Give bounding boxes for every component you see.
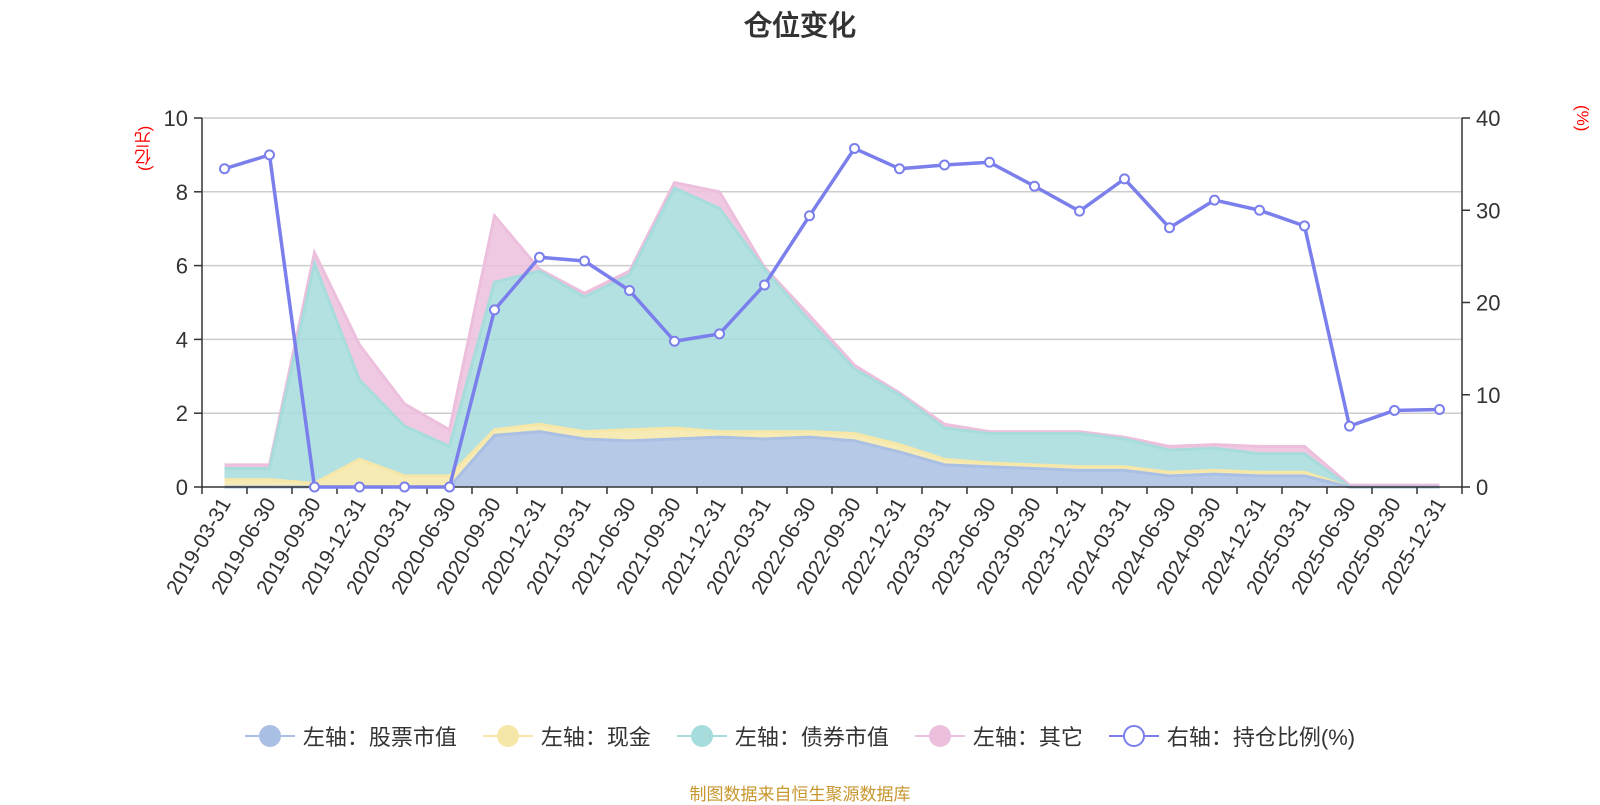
left-tick-label-4: 8	[176, 180, 188, 205]
ratio-point-24	[1299, 220, 1310, 232]
ratio-point-8	[579, 255, 590, 267]
right-axis-unit: (%)	[1573, 104, 1592, 132]
legend-item-bond[interactable]: 左轴：债券市值	[676, 720, 889, 752]
ratio-point-14	[849, 142, 860, 154]
ratio-point-19	[1074, 205, 1085, 217]
ratio-point-26	[1389, 404, 1400, 416]
ratio-point-0	[219, 163, 230, 175]
right-tick-label-0: 0	[1476, 475, 1488, 500]
ratio-point-15	[894, 163, 905, 175]
ratio-point-18	[1029, 180, 1040, 192]
area-edge-1	[224, 422, 1440, 489]
chart-title: 仓位变化	[743, 10, 856, 41]
ratio-point-1	[264, 149, 275, 161]
left-tick-label-5: 10	[164, 106, 188, 131]
right-tick-label-4: 40	[1476, 106, 1500, 131]
area-3	[224, 182, 1440, 487]
legend-swatch-other	[914, 724, 965, 748]
source-note: 制图数据来自恒生聚源数据库	[689, 785, 911, 804]
legend-label-ratio: 右轴：持仓比例(%)	[1166, 725, 1356, 750]
ratio-point-17	[984, 156, 995, 168]
legend-swatch-cash	[482, 724, 533, 748]
right-tick-label-3: 30	[1476, 198, 1500, 223]
ratio-point-16	[939, 159, 950, 171]
legend-swatch-stock	[244, 724, 295, 748]
ratio-point-12	[759, 279, 770, 291]
left-tick-label-0: 0	[176, 475, 188, 500]
ratio-point-23	[1254, 204, 1265, 216]
legend-item-other[interactable]: 左轴：其它	[914, 720, 1083, 752]
legend-swatch-bond	[676, 724, 727, 748]
area-edge-2	[224, 186, 1440, 489]
left-tick-label-1: 2	[176, 401, 188, 426]
area-edge-3	[224, 180, 1440, 487]
ratio-point-21	[1164, 222, 1175, 234]
ratio-point-5	[444, 481, 455, 493]
ratio-point-7	[534, 251, 545, 263]
legend-swatch-ratio	[1108, 724, 1159, 748]
legend-label-stock: 左轴：股票市值	[302, 725, 457, 750]
ratio-point-22	[1209, 194, 1220, 206]
right-tick-label-1: 10	[1476, 383, 1500, 408]
area-2	[224, 188, 1440, 488]
legend-item-cash[interactable]: 左轴：现金	[482, 720, 651, 752]
ratio-point-9	[624, 285, 635, 297]
ratio-point-3	[354, 481, 365, 493]
ratio-point-4	[399, 481, 410, 493]
left-tick-label-2: 4	[176, 327, 188, 352]
ratio-point-10	[669, 335, 680, 347]
ratio-point-25	[1344, 420, 1355, 432]
left-tick-label-3: 6	[176, 254, 188, 279]
legend-label-cash: 左轴：现金	[540, 725, 651, 750]
right-tick-label-2: 20	[1476, 291, 1500, 316]
legend-item-ratio[interactable]: 右轴：持仓比例(%)	[1108, 720, 1356, 752]
legend-label-bond: 左轴：债券市值	[734, 725, 889, 750]
ratio-point-13	[804, 210, 815, 222]
ratio-point-6	[489, 304, 500, 316]
legend: 左轴：股票市值 左轴：现金 左轴：债券市值 左轴：其它	[0, 720, 1600, 752]
ratio-point-2	[309, 481, 320, 493]
ratio-line	[223, 146, 1440, 489]
ratio-point-27	[1434, 404, 1445, 416]
ratio-point-11	[714, 328, 725, 340]
legend-label-other: 左轴：其它	[972, 725, 1083, 750]
legend-item-stock[interactable]: 左轴：股票市值	[244, 720, 457, 752]
ratio-point-20	[1119, 173, 1130, 185]
